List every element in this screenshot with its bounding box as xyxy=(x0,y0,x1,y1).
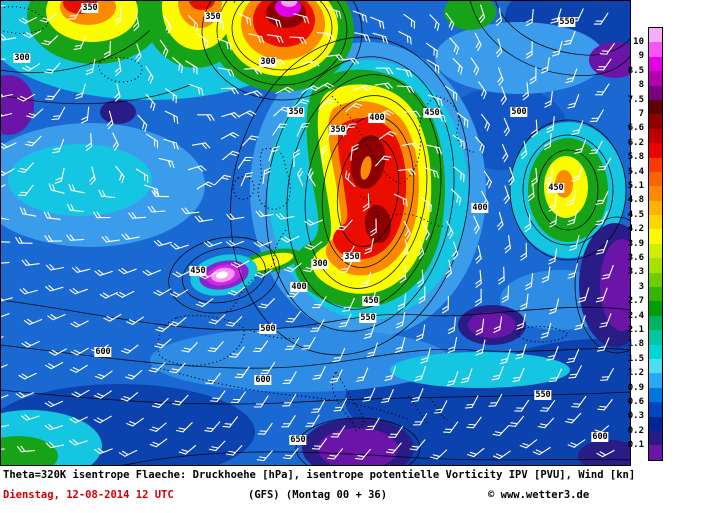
colorbar-tick-label: 3.6 xyxy=(627,252,644,263)
colorbar-segment xyxy=(649,315,662,331)
colorbar-tick-label: 4.8 xyxy=(627,195,644,206)
colorbar-segment xyxy=(649,243,662,259)
colorbar-tick-label: 2.4 xyxy=(627,310,644,321)
colorbar-tick-label: 0.3 xyxy=(627,411,644,422)
colorbar-tick-labels: 10 9 8.5 8 7.5 7 6.6 6.2 5.8 5.4 5.1 4.8 4.5 4.2 3.9 3.… xyxy=(618,0,646,466)
colorbar-segment xyxy=(649,215,662,230)
colorbar-segment xyxy=(649,85,662,100)
colorbar-segment xyxy=(649,42,662,57)
colorbar-segment xyxy=(649,114,662,129)
colorbar-segment xyxy=(649,157,662,172)
colorbar-tick-label: 0.1 xyxy=(627,440,644,451)
colorbar-tick-label: 6.6 xyxy=(627,123,644,134)
colorbar-tick-label: 4.5 xyxy=(627,209,644,220)
caption: Theta=320K isentrope Flaeche: Druckhoehe… xyxy=(0,466,704,513)
colorbar-tick-label: 1.8 xyxy=(627,339,644,350)
colorbar-tick-label: 3 xyxy=(638,281,644,292)
colorbar-segment xyxy=(649,128,662,144)
colorbar-tick-label: 7.5 xyxy=(627,94,644,105)
colorbar-tick-label: 3.9 xyxy=(627,238,644,249)
colorbar-tick-label: 8.5 xyxy=(627,65,644,76)
colorbar-segment xyxy=(649,143,662,158)
colorbar-tick-label: 5.1 xyxy=(627,180,644,191)
colorbar-segment xyxy=(649,402,662,417)
colorbar-tick-label: 7 xyxy=(638,108,644,119)
colorbar-segment xyxy=(649,56,662,72)
map-canvas: 350 350 300 300 350 550 500 450 400 350 450 400 450 3… xyxy=(0,0,631,466)
map-title: Theta=320K isentrope Flaeche: Druckhoehe… xyxy=(3,469,636,481)
colorbar-segment xyxy=(649,186,662,201)
colorbar-tick-label: 2.7 xyxy=(627,296,644,307)
colorbar-segment xyxy=(649,416,662,431)
copyright-text: © www.wetter3.de xyxy=(488,489,590,501)
colorbar-segment xyxy=(649,301,662,316)
colorbar-tick-label: 0.6 xyxy=(627,396,644,407)
colorbar-tick-label: 4.2 xyxy=(627,224,644,235)
coastlines xyxy=(0,6,569,431)
colorbar-segment xyxy=(649,229,662,244)
colorbar-segment xyxy=(649,28,662,43)
colorbar-tick-label: 9 xyxy=(638,51,644,62)
colorbar-tick-label: 3.3 xyxy=(627,267,644,278)
colorbar-segment xyxy=(649,272,662,288)
colorbar-tick-label: 10 xyxy=(633,36,644,47)
colorbar-tick-label: 1.5 xyxy=(627,353,644,364)
colorbar-segment xyxy=(649,387,662,403)
colorbar-tick-label: 2.1 xyxy=(627,324,644,335)
colorbar-segment xyxy=(649,430,662,446)
model-run-info: (GFS) (Montag 00 + 36) xyxy=(248,489,388,501)
map-border xyxy=(0,0,631,466)
colorbar-segment xyxy=(649,258,662,273)
colorbar-tick-label: 5.4 xyxy=(627,166,644,177)
valid-datetime: Dienstag, 12-08-2014 12 UTC xyxy=(3,489,174,501)
colorbar-segment xyxy=(649,344,662,359)
colorbar-segment xyxy=(649,445,662,460)
colorbar-tick-label: 0.9 xyxy=(627,382,644,393)
colorbar-segment xyxy=(649,330,662,345)
colorbar-scale xyxy=(648,27,663,461)
colorbar-tick-label: 0.2 xyxy=(627,425,644,436)
colorbar-tick-label: 6.2 xyxy=(627,137,644,148)
colorbar-tick-label: 8 xyxy=(638,80,644,91)
colorbar-segment xyxy=(649,99,662,115)
colorbar-segment xyxy=(649,287,662,302)
colorbar-segment xyxy=(649,373,662,388)
colorbar-tick-label: 1.2 xyxy=(627,368,644,379)
colorbar-segment xyxy=(649,200,662,216)
colorbar-segment xyxy=(649,358,662,374)
colorbar-segment xyxy=(649,171,662,187)
colorbar-segment xyxy=(649,71,662,86)
colorbar-tick-label: 5.8 xyxy=(627,152,644,163)
